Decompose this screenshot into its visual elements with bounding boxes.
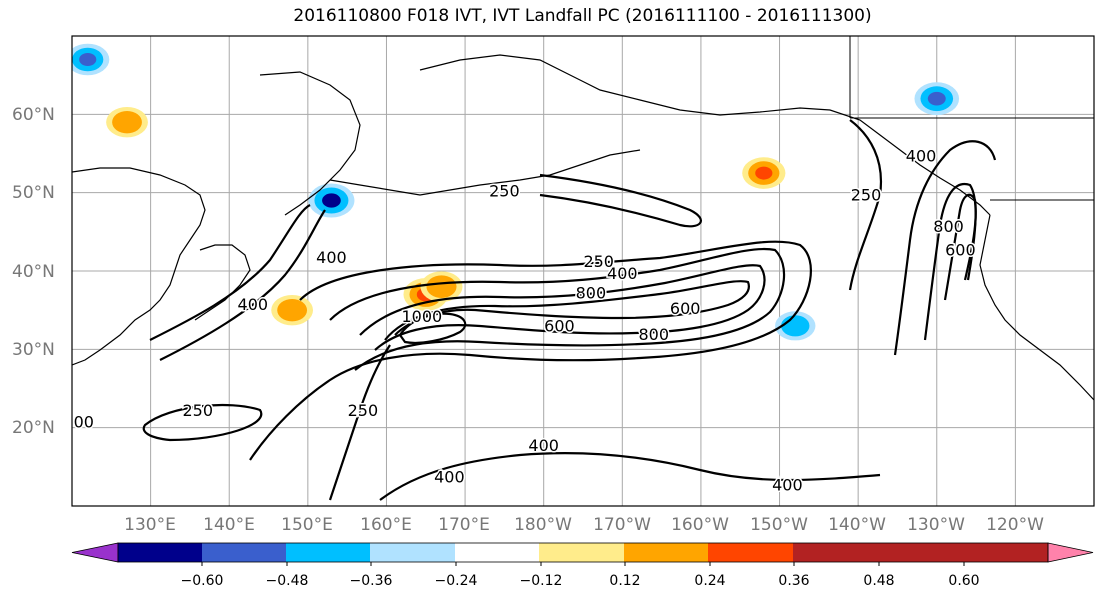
contour-label: 250 bbox=[583, 252, 614, 271]
contour-label: 400 bbox=[238, 295, 269, 314]
contour-label: 400 bbox=[316, 248, 347, 267]
contour-400-main bbox=[329, 248, 786, 371]
lon-label-130w: 130°W bbox=[907, 515, 965, 535]
coastline-kamchatka bbox=[259, 71, 361, 216]
contour-600-main bbox=[359, 264, 766, 351]
colorbar-bin bbox=[793, 543, 877, 562]
contour-label: 600 bbox=[945, 240, 976, 259]
anomaly-core bbox=[322, 193, 341, 208]
lat-label-20n: 20°N bbox=[12, 418, 55, 438]
colorbar-tick-label: −0.24 bbox=[434, 573, 478, 589]
lat-label-40n: 40°N bbox=[12, 262, 55, 282]
graticule bbox=[72, 36, 1094, 506]
aleutians bbox=[329, 149, 641, 196]
contour-south bbox=[379, 452, 881, 501]
colorbar bbox=[71, 542, 1094, 566]
contour-250-west bbox=[142, 403, 263, 442]
contour-1000-core bbox=[398, 312, 467, 344]
colorbar-bin bbox=[708, 543, 793, 562]
lon-label-150e: 150°E bbox=[281, 515, 333, 535]
contour-label: 400 bbox=[772, 475, 803, 494]
colorbar-tick-label: −0.36 bbox=[349, 573, 393, 589]
lon-label-140e: 140°E bbox=[203, 515, 255, 535]
ivt-contour-layer bbox=[142, 119, 997, 501]
contour-label: 250 bbox=[183, 401, 214, 420]
contour-southwest bbox=[328, 344, 391, 501]
coastline-north-america bbox=[979, 214, 1094, 401]
colorbar-bin bbox=[877, 543, 1048, 562]
contour-label: 250 bbox=[851, 186, 882, 205]
anomaly-core bbox=[927, 91, 946, 106]
lon-label-120w: 120°W bbox=[986, 515, 1044, 535]
map-border bbox=[71, 35, 1095, 507]
lat-label-30n: 30°N bbox=[12, 340, 55, 360]
colorbar-tick-label: 0.12 bbox=[609, 573, 641, 589]
contour-label: 250 bbox=[348, 401, 379, 420]
map-title: 2016110800 F018 IVT, IVT Landfall PC (20… bbox=[293, 6, 872, 26]
colorbar-tick-label: −0.12 bbox=[519, 573, 563, 589]
anomaly-core bbox=[79, 53, 97, 66]
lon-label-160w: 160°W bbox=[671, 515, 729, 535]
lon-label-160e: 160°E bbox=[360, 515, 412, 535]
contour-north bbox=[539, 173, 702, 228]
colorbar-bin bbox=[370, 543, 455, 562]
contour-west-1 bbox=[149, 204, 311, 341]
contour-label: 800 bbox=[576, 283, 607, 302]
contour-label: 00 bbox=[74, 413, 94, 432]
colorbar-tick-label: −0.48 bbox=[265, 573, 309, 589]
coastline-layer bbox=[72, 36, 1094, 401]
colorbar-bin bbox=[539, 543, 624, 562]
contour-label: 250 bbox=[489, 182, 520, 201]
contour-east-3 bbox=[943, 193, 977, 301]
contour-label: 600 bbox=[544, 316, 575, 335]
lon-label-130e: 130°E bbox=[124, 515, 176, 535]
anomaly-core bbox=[787, 320, 804, 332]
contour-label: 800 bbox=[638, 325, 669, 344]
contour-label: 400 bbox=[607, 264, 638, 283]
colorbar-bin bbox=[202, 543, 286, 562]
colorbar-bin bbox=[624, 543, 708, 562]
colorbar-tick-label: 0.36 bbox=[778, 573, 810, 589]
contour-800-main bbox=[384, 280, 750, 341]
contour-label: 400 bbox=[528, 436, 559, 455]
coastline-japan bbox=[194, 244, 251, 321]
lon-label-150w: 150°W bbox=[750, 515, 808, 535]
colorbar-tick-label: 0.24 bbox=[694, 573, 726, 589]
colorbar-extend-min bbox=[71, 542, 119, 563]
contour-label: 1000 bbox=[401, 307, 442, 326]
coastline-alaska bbox=[419, 54, 991, 216]
contour-east-1 bbox=[893, 140, 997, 356]
anomaly-core bbox=[118, 116, 136, 129]
anomaly-fill-layer bbox=[72, 43, 960, 341]
colorbar-outline bbox=[117, 542, 1049, 563]
contour-label: 800 bbox=[933, 217, 964, 236]
lon-label-140w: 140°W bbox=[828, 515, 886, 535]
anomaly-core bbox=[755, 166, 773, 180]
contour-label: 400 bbox=[434, 468, 465, 487]
colorbar-bin bbox=[118, 543, 202, 562]
anomaly-core bbox=[283, 304, 301, 317]
colorbar-extend-max bbox=[1047, 542, 1094, 563]
lat-label-60n: 60°N bbox=[12, 105, 55, 125]
colorbar-bin bbox=[286, 543, 370, 562]
contour-label: 600 bbox=[670, 299, 701, 318]
lon-label-170w: 170°W bbox=[593, 515, 651, 535]
border-canada bbox=[849, 36, 1094, 201]
contour-label: 400 bbox=[906, 146, 937, 165]
coastline-asia bbox=[72, 167, 206, 366]
colorbar-tick-label: −0.60 bbox=[180, 573, 224, 589]
colorbar-tick-label: 0.48 bbox=[863, 573, 895, 589]
colorbar-tick-label: 0.60 bbox=[948, 573, 980, 589]
lon-label-180w: 180°W bbox=[514, 515, 572, 535]
lat-label-50n: 50°N bbox=[12, 183, 55, 203]
contour-east-4 bbox=[848, 119, 883, 291]
lon-label-170e: 170°E bbox=[438, 515, 490, 535]
colorbar-bin bbox=[455, 543, 539, 562]
contour-west-2 bbox=[159, 209, 326, 361]
